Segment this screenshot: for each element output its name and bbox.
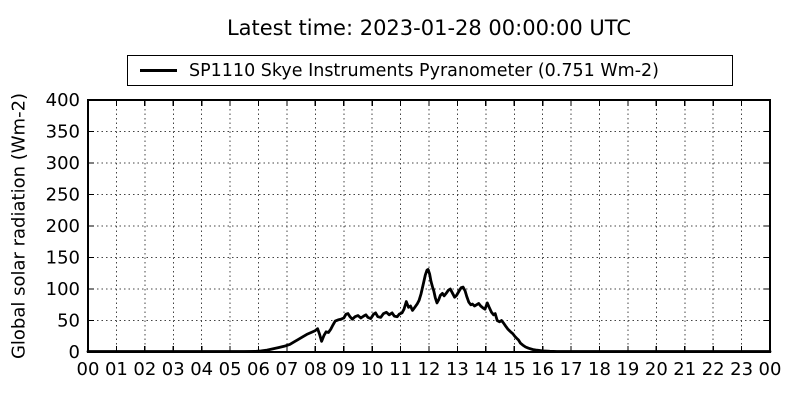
x-tick-label: 18 (588, 359, 611, 380)
x-tick-label: 17 (560, 359, 583, 380)
x-tick-label: 05 (219, 359, 242, 380)
x-tick-label: 03 (162, 359, 185, 380)
x-tick-label: 01 (105, 359, 128, 380)
y-tick-label: 100 (46, 279, 80, 300)
y-tick-label: 50 (57, 311, 80, 332)
x-tick-label: 21 (673, 359, 696, 380)
x-tick-label: 20 (645, 359, 668, 380)
y-tick-label: 300 (46, 153, 80, 174)
x-tick-label: 12 (418, 359, 441, 380)
x-tick-label: 15 (503, 359, 526, 380)
y-tick-label: 350 (46, 122, 80, 143)
x-tick-label: 22 (702, 359, 725, 380)
x-tick-label: 07 (275, 359, 298, 380)
y-tick-label: 0 (69, 342, 80, 363)
x-tick-label: 09 (332, 359, 355, 380)
y-tick-label: 250 (46, 185, 80, 206)
x-tick-label: 16 (531, 359, 554, 380)
chart-title: Latest time: 2023-01-28 00:00:00 UTC (226, 16, 632, 40)
x-tick-label: 08 (304, 359, 327, 380)
x-tick-label: 14 (474, 359, 497, 380)
x-tick-label: 19 (616, 359, 639, 380)
x-tick-label: 23 (730, 359, 753, 380)
legend-line-sample-icon (140, 69, 177, 72)
x-tick-label: 11 (389, 359, 412, 380)
y-tick-label: 150 (46, 248, 80, 269)
x-tick-label: 10 (361, 359, 384, 380)
x-tick-label: 06 (247, 359, 270, 380)
x-tick-label: 13 (446, 359, 469, 380)
legend-label: SP1110 Skye Instruments Pyranometer (0.7… (189, 60, 659, 81)
x-tick-label: 04 (190, 359, 213, 380)
x-tick-label: 02 (133, 359, 156, 380)
x-tick-label: 00 (77, 359, 100, 380)
y-tick-label: 200 (46, 216, 80, 237)
y-tick-label: 400 (46, 90, 80, 111)
axes-frame (87, 99, 771, 353)
legend: SP1110 Skye Instruments Pyranometer (0.7… (127, 55, 733, 86)
data-line (86, 268, 772, 353)
x-tick-label: 00 (759, 359, 782, 380)
